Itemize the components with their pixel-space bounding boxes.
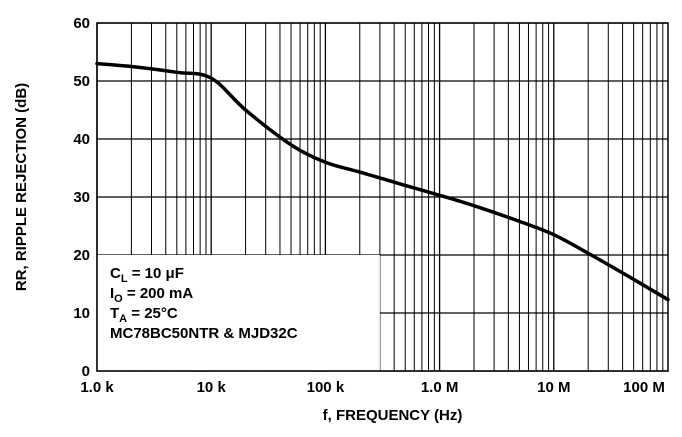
x-tick-label: 1.0 k [80, 379, 114, 396]
y-tick-label: 60 [73, 15, 90, 32]
series-line [95, 61, 670, 302]
y-tick-label: 10 [73, 305, 90, 322]
y-tick-label: 40 [73, 131, 90, 148]
y-tick-label: 30 [73, 189, 90, 206]
annotation-line: MC78BC50NTR & MJD32C [110, 325, 298, 342]
y-tick-label: 20 [73, 247, 90, 264]
annotation-line: IO = 200 mA [110, 285, 193, 305]
annotation-line: CL = 10 μF [110, 265, 184, 285]
y-tick-labels: 0 10 20 30 40 50 60 [73, 15, 90, 380]
annotation-box [97, 255, 380, 371]
x-axis-label: f, FREQUENCY (Hz) [323, 407, 463, 424]
x-tick-labels: 1.0 k 10 k 100 k 1.0 M 10 M 100 M [80, 379, 665, 396]
y-tick-label: 0 [82, 363, 90, 380]
x-tick-label: 10 k [197, 379, 227, 396]
x-tick-label: 100 k [307, 379, 345, 396]
x-tick-label: 10 M [537, 379, 570, 396]
x-tick-label: 100 M [623, 379, 665, 396]
annotation-line: TA = 25°C [110, 305, 178, 325]
y-axis-label: RR, RIPPLE REJECTION (dB) [13, 83, 30, 291]
x-tick-label: 1.0 M [421, 379, 459, 396]
plot-frame [96, 22, 669, 372]
y-tick-label: 50 [73, 73, 90, 90]
